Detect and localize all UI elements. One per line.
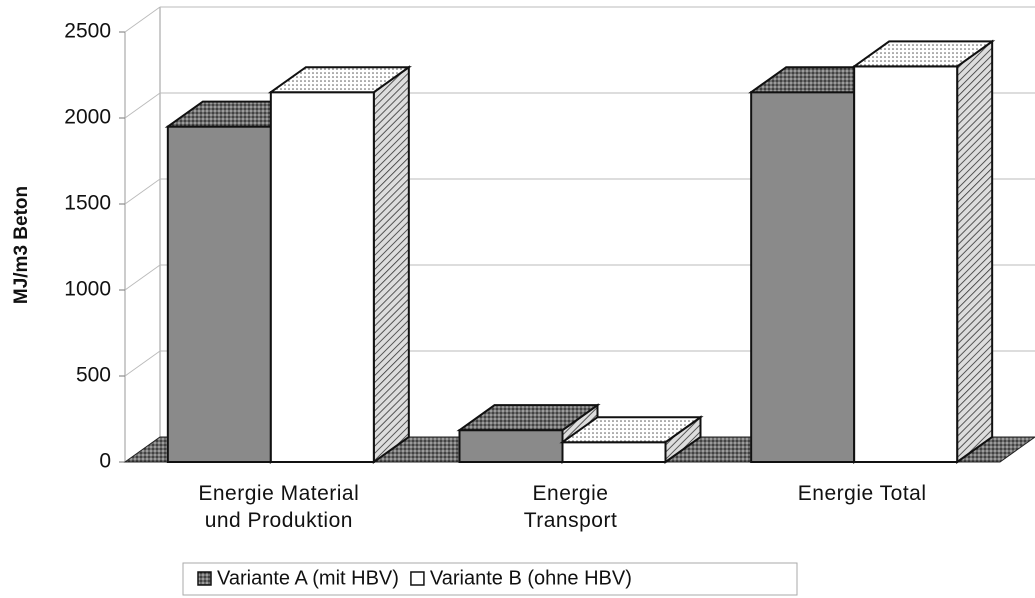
legend-label: Variante A (mit HBV) xyxy=(217,567,399,589)
legend-swatch xyxy=(410,571,425,586)
bar-top xyxy=(456,404,601,432)
grid-line xyxy=(124,178,161,205)
bar-top xyxy=(851,40,996,68)
grid-line xyxy=(124,92,161,119)
legend-swatch xyxy=(197,571,212,586)
bar-side xyxy=(372,65,410,464)
grid-line xyxy=(124,6,161,33)
legend-box xyxy=(182,562,798,596)
x-tick-label: Energie Total xyxy=(797,482,927,505)
y-axis-label: MJ/m3 Beton xyxy=(11,186,32,304)
y-tick-label: 1500 xyxy=(64,192,111,215)
bar xyxy=(853,65,959,464)
bar xyxy=(166,125,272,463)
bar-side xyxy=(956,39,994,464)
y-tick-label: 1000 xyxy=(64,278,111,301)
grid-line xyxy=(124,264,161,291)
y-tick-label: 0 xyxy=(99,450,111,473)
bar xyxy=(458,429,564,463)
legend-label: Variante B (ohne HBV) xyxy=(430,567,632,589)
x-tick-label: Energie Transport xyxy=(523,482,618,532)
bar xyxy=(269,91,375,463)
y-tick-label: 500 xyxy=(76,364,111,387)
bar xyxy=(561,441,667,464)
grid-line xyxy=(124,350,161,377)
bar xyxy=(750,91,856,463)
legend: Variante A (mit HBV) Variante B (ohne HBV… xyxy=(182,562,798,596)
y-tick-label: 2500 xyxy=(64,20,111,43)
y-tick-label: 2000 xyxy=(64,106,111,129)
bar-top xyxy=(559,416,704,444)
x-tick-label: Energie Material und Produktion xyxy=(198,482,360,532)
bar-top xyxy=(267,66,412,94)
